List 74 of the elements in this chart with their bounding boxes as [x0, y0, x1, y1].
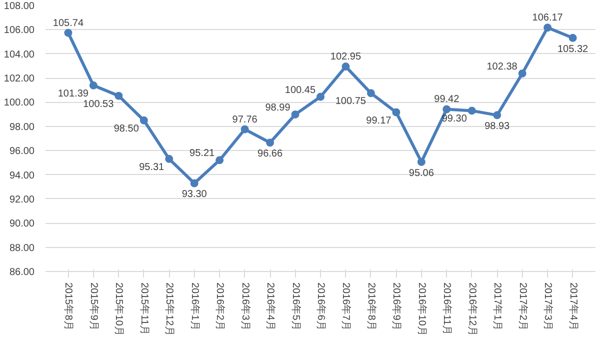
- point: [417, 158, 426, 166]
- point: [165, 154, 174, 163]
- data-label: 100.45: [284, 84, 316, 96]
- x-tick-label: 2015年8月: [62, 282, 75, 330]
- x-tick-label: 2017年4月: [567, 282, 580, 330]
- data-label: 99.17: [366, 115, 392, 126]
- x-tick-label: 2015年11月: [138, 282, 150, 336]
- point: [190, 179, 198, 188]
- data-label: 97.76: [232, 114, 258, 126]
- data-label: 99.42: [434, 94, 460, 106]
- x-tick-label: 2016年11月: [441, 282, 454, 336]
- x-tick-label: 2016年5月: [290, 282, 302, 330]
- x-tick-label: 2016年4月: [264, 282, 277, 330]
- x-tick-label: 2015年9月: [88, 282, 100, 330]
- y-tick-label: 90.00: [9, 218, 35, 230]
- x-tick-label: 2016年3月: [239, 282, 252, 330]
- x-tick-label: 2017年3月: [542, 282, 554, 330]
- data-label: 96.66: [258, 148, 283, 160]
- y-tick-label: 96.00: [9, 146, 35, 158]
- x-tick-label: 2016年8月: [365, 282, 378, 330]
- x-tick-label: 2016年1月: [188, 282, 201, 330]
- data-label: 98.93: [484, 121, 510, 132]
- data-label: 102.95: [330, 52, 362, 63]
- data-label: 98.50: [114, 123, 140, 134]
- y-tick-label: 104.00: [4, 49, 35, 60]
- point: [291, 110, 300, 118]
- x-tick-label: 2017年2月: [516, 282, 529, 330]
- point: [544, 24, 552, 32]
- point: [140, 116, 148, 124]
- point: [89, 81, 98, 90]
- point: [392, 108, 400, 116]
- x-tick-label: 2017年1月: [492, 282, 504, 330]
- x-tick-label: 2016年12月: [466, 282, 478, 336]
- point: [366, 89, 375, 98]
- point: [568, 34, 577, 42]
- point: [266, 138, 274, 147]
- data-label: 95.21: [190, 148, 216, 160]
- point: [493, 111, 502, 120]
- point: [468, 106, 476, 115]
- data-label: 95.06: [408, 168, 434, 179]
- point: [342, 62, 350, 71]
- y-tick-label: 98.00: [9, 122, 35, 133]
- x-tick-label: 2015年12月: [164, 282, 176, 336]
- data-label: 95.31: [139, 162, 165, 173]
- point: [216, 156, 224, 164]
- x-tick-label: 2015年10月: [113, 282, 126, 336]
- data-label: 98.99: [265, 102, 291, 114]
- data-label: 93.30: [182, 189, 208, 200]
- y-tick-label: 102.00: [4, 74, 35, 85]
- y-tick-label: 94.00: [9, 170, 35, 182]
- x-tick-label: 2016年7月: [340, 282, 352, 330]
- y-tick-label: 92.00: [9, 194, 35, 206]
- x-tick-label: 2016年6月: [315, 282, 327, 330]
- point: [518, 69, 526, 78]
- y-tick-label: 100.00: [4, 98, 35, 109]
- data-label: 106.17: [532, 12, 564, 24]
- y-tick-label: 86.00: [9, 267, 35, 278]
- data-label: 101.39: [58, 88, 89, 100]
- data-label: 100.75: [335, 96, 366, 108]
- y-tick-label: 88.00: [9, 242, 35, 254]
- point: [316, 92, 324, 101]
- x-tick-label: 2016年10月: [416, 282, 428, 336]
- point: [64, 28, 72, 37]
- data-label: 105.74: [52, 18, 84, 29]
- data-label: 102.38: [486, 61, 518, 72]
- y-tick-label: 106.00: [4, 25, 35, 36]
- x-tick-label: 2016年9月: [390, 282, 403, 330]
- point: [114, 92, 123, 100]
- y-tick-label: 108.00: [4, 1, 35, 12]
- x-tick-label: 2016年2月: [214, 282, 226, 330]
- point: [442, 105, 451, 114]
- data-label: 100.53: [83, 98, 114, 110]
- data-label: 105.32: [558, 44, 589, 55]
- point: [240, 125, 249, 134]
